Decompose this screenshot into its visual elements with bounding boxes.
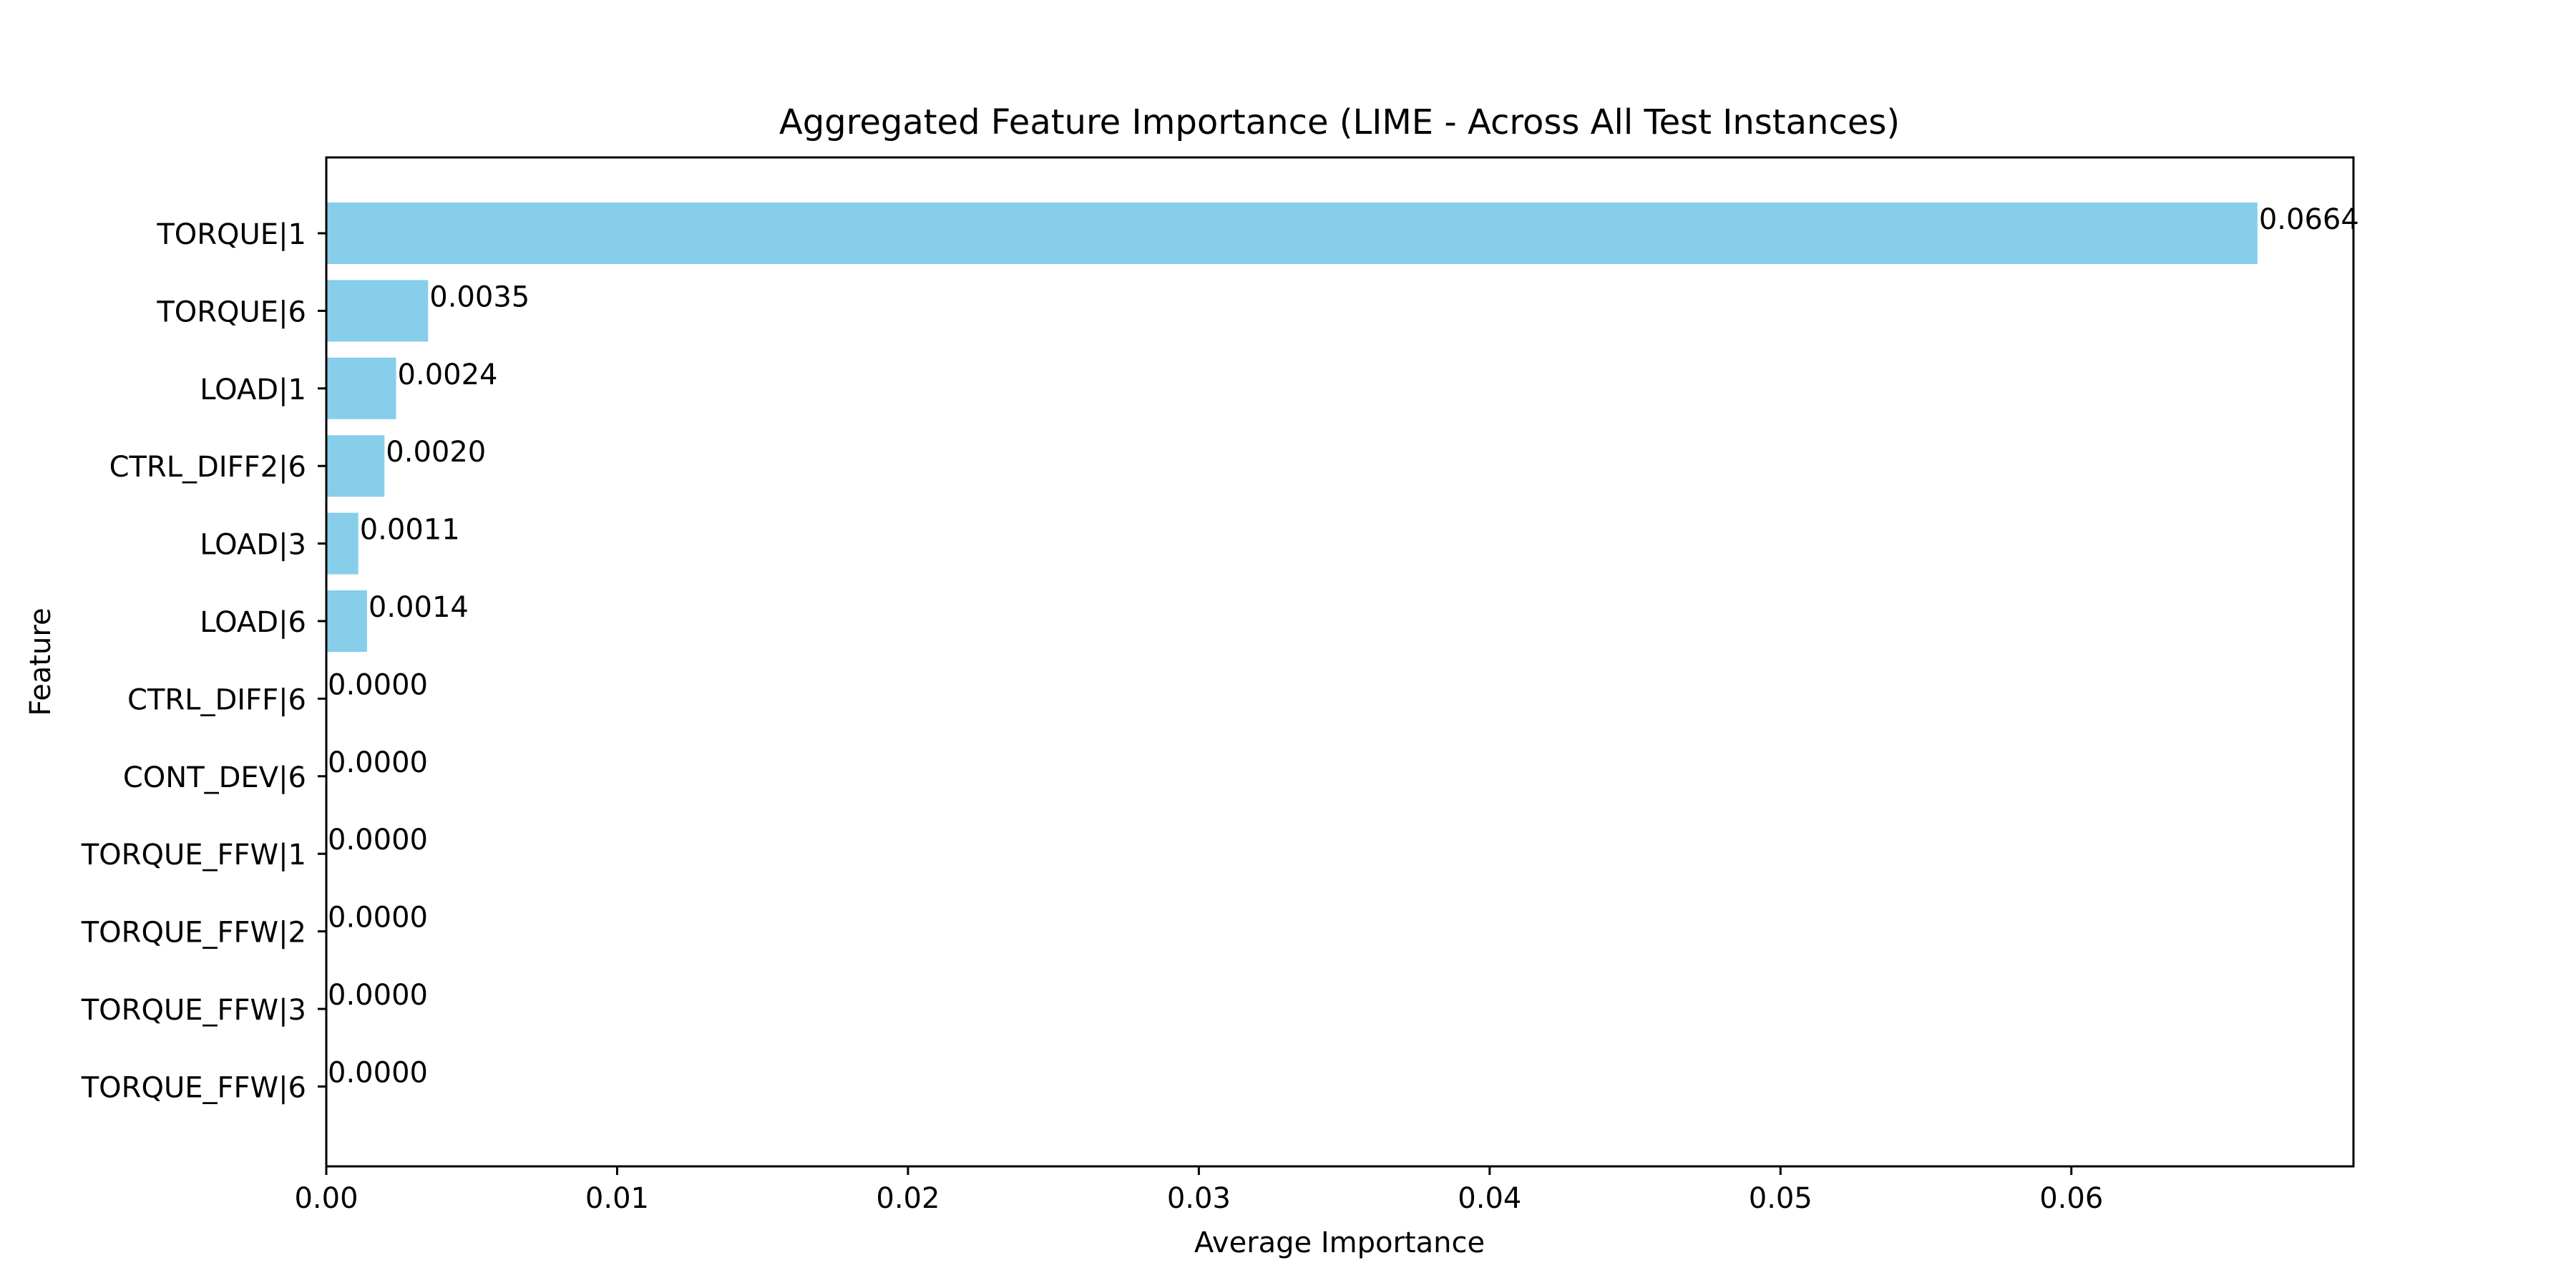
y-tick-label: TORQUE|1: [156, 218, 306, 251]
bar-value-label: 0.0024: [398, 358, 498, 391]
y-tick-label: TORQUE|6: [156, 296, 306, 328]
y-tick-label: TORQUE_FFW|2: [81, 917, 306, 950]
bar-value-label: 0.0011: [360, 514, 460, 547]
x-tick-label: 0.02: [876, 1182, 940, 1215]
y-tick-label: LOAD|3: [200, 529, 306, 562]
x-tick-label: 0.03: [1167, 1182, 1231, 1215]
bar-value-label: 0.0000: [328, 1056, 428, 1089]
bar: [326, 512, 358, 575]
y-axis-label: Feature: [24, 608, 57, 716]
bar-value-label: 0.0000: [328, 746, 428, 779]
y-tick-label: TORQUE_FFW|3: [81, 994, 306, 1027]
x-tick-label: 0.06: [2039, 1182, 2103, 1215]
bar: [326, 435, 385, 497]
plot-frame: [325, 156, 2355, 1168]
value-labels-layer: 0.0664 0.0035 0.0024 0.0020 0.0011 0.0014 0.00…: [328, 203, 2359, 1089]
bar: [326, 203, 2258, 264]
x-axis-label: Average Importance: [1194, 1226, 1485, 1259]
y-tick-label: TORQUE_FFW|6: [81, 1071, 306, 1104]
chart-title: Aggregated Feature Importance (LIME - Ac…: [779, 102, 1900, 142]
bar: [326, 280, 429, 342]
bar-value-label: 0.0000: [328, 979, 428, 1012]
y-tick-label: CTRL_DIFF2|6: [109, 451, 306, 484]
bar-value-label: 0.0664: [2259, 203, 2359, 236]
x-tick-label: 0.00: [294, 1182, 358, 1215]
x-tick-label: 0.01: [585, 1182, 649, 1215]
x-tick-label: 0.05: [1749, 1182, 1813, 1215]
y-tick-label: LOAD|6: [200, 606, 306, 639]
bar: [326, 357, 396, 419]
bar-value-label: 0.0000: [328, 824, 428, 857]
y-axis: TORQUE|1 TORQUE|6 LOAD|1 CTRL_DIFF2|6 LOAD|3…: [81, 218, 326, 1104]
bar-value-label: 0.0035: [429, 280, 530, 313]
y-tick-label: LOAD|1: [200, 374, 306, 406]
bar-value-label: 0.0000: [328, 902, 428, 935]
y-tick-label: TORQUE_FFW|1: [81, 839, 306, 872]
x-axis: 0.00 0.01 0.02 0.03 0.04 0.05 0.06: [294, 1166, 2103, 1215]
bar-value-label: 0.0014: [369, 591, 469, 624]
y-tick-label: CONT_DEV|6: [123, 761, 306, 794]
bar-value-label: 0.0000: [328, 668, 428, 701]
bar-value-label: 0.0020: [386, 436, 486, 469]
x-tick-label: 0.04: [1458, 1182, 1521, 1215]
bars-layer: [326, 203, 2258, 652]
bar: [326, 590, 367, 652]
y-tick-label: CTRL_DIFF|6: [127, 683, 306, 716]
